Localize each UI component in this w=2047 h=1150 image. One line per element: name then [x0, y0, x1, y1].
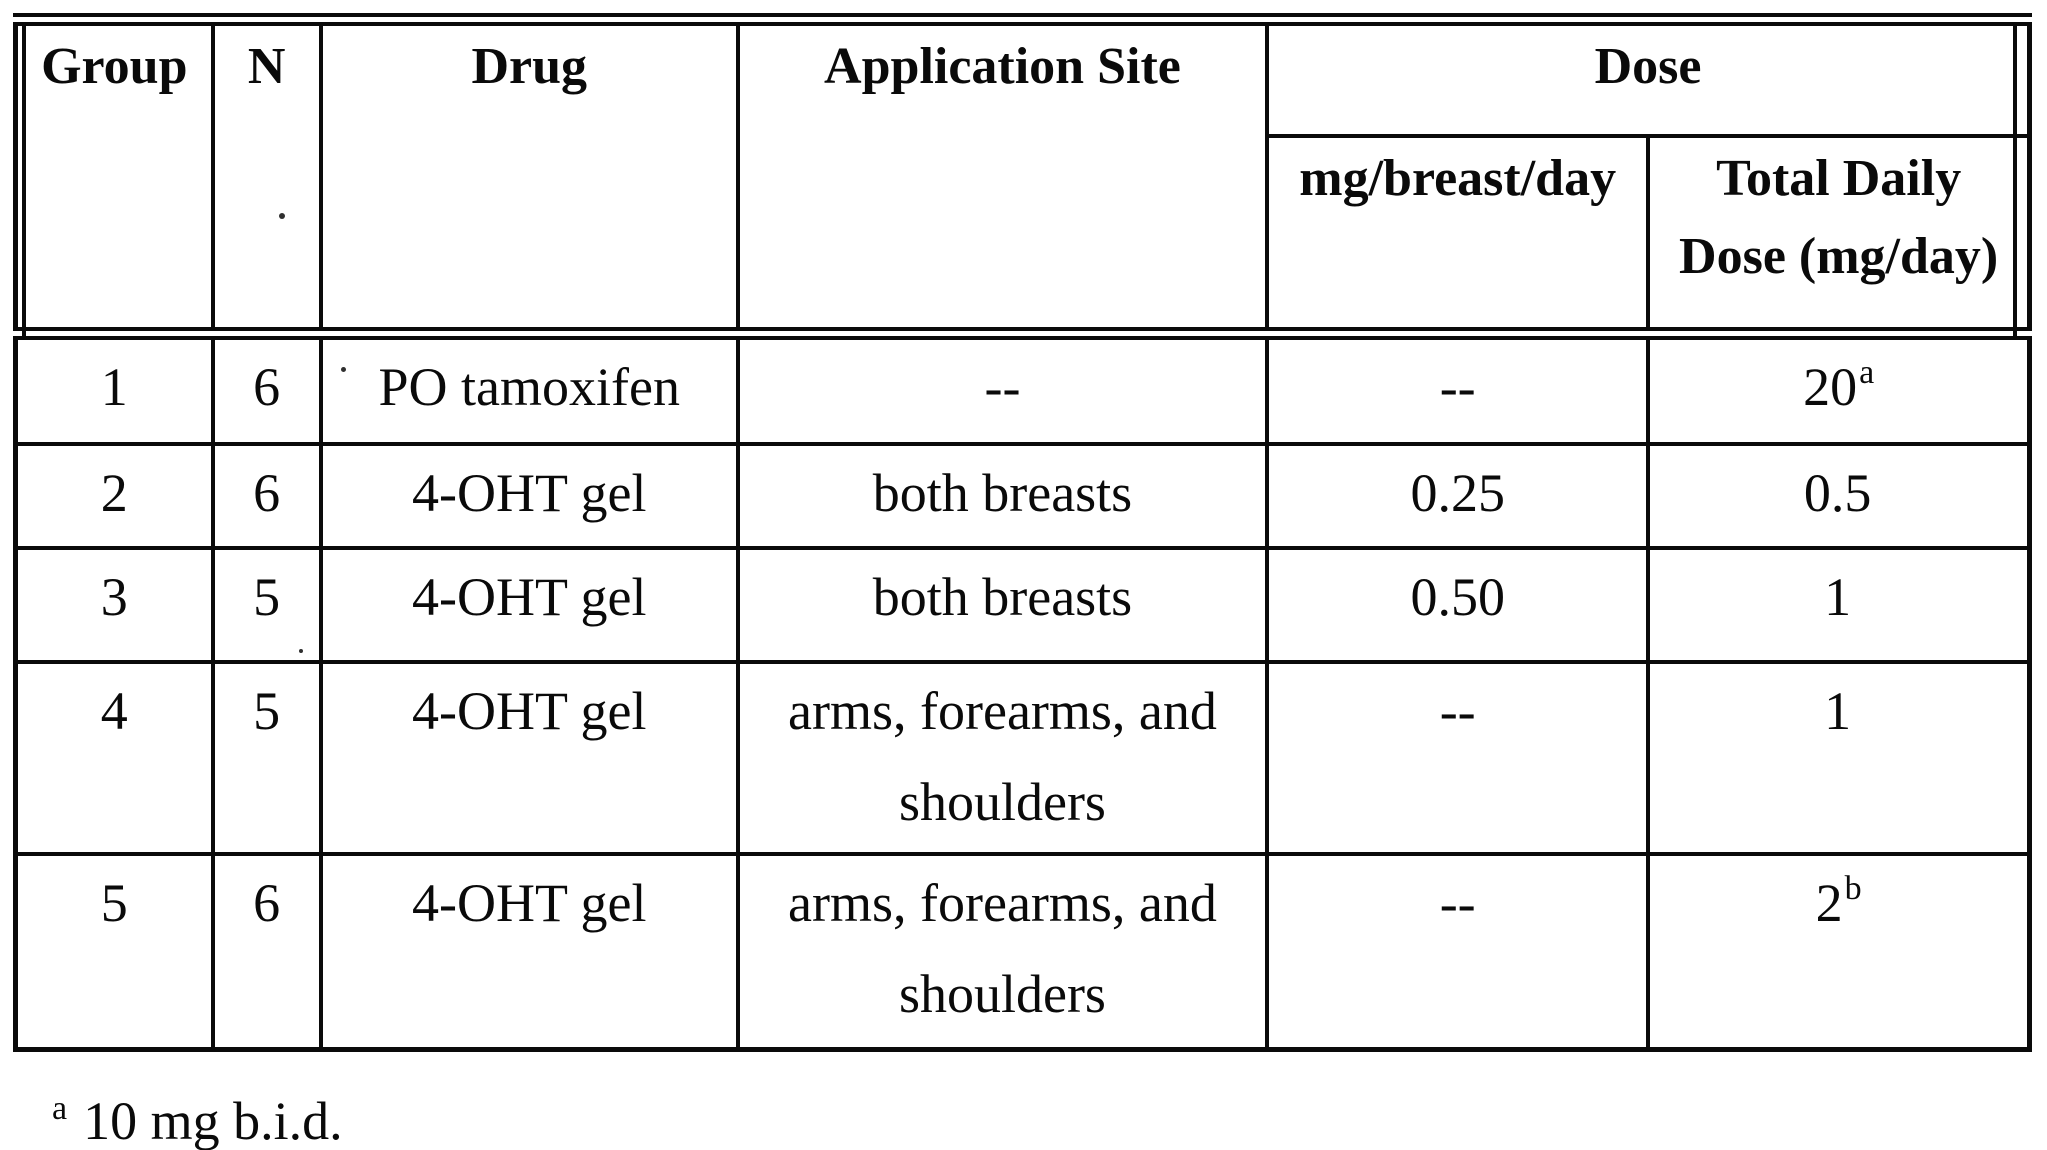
cell-group: 5	[13, 851, 215, 1052]
table-row-group-4: 4 5 4-OHT gel arms, forearms, and should…	[13, 659, 2032, 856]
footnote-marker-b: b	[1844, 869, 1862, 907]
column-header-n: N	[210, 17, 323, 340]
footnote-a-text: 10 mg b.i.d.	[83, 1091, 343, 1150]
cell-drug: 4-OHT gel	[318, 851, 740, 1052]
column-header-mg-breast-day: mg/breast/day	[1265, 133, 1651, 340]
scan-speck	[299, 649, 303, 653]
dose-value: 20	[1803, 357, 1858, 417]
column-header-total-daily-dose: Total Daily Dose (mg/day)	[1646, 133, 2032, 340]
cell-drug: 4-OHT gel	[318, 659, 740, 856]
cell-total-daily-dose: 0.5	[1646, 441, 2032, 550]
table-row-group-2: 2 6 4-OHT gel both breasts 0.25 0.5	[13, 441, 2032, 550]
cell-total-daily-dose: 1	[1646, 545, 2032, 664]
cell-n: 5	[210, 659, 323, 856]
cell-application-site: both breasts	[735, 441, 1270, 550]
header-double-border-right	[2013, 25, 2017, 340]
table-row-group-1: 1 6 PO tamoxifen -- -- 20a	[13, 331, 2032, 446]
cell-drug: 4-OHT gel	[318, 545, 740, 664]
cell-total-daily-dose: 2b	[1646, 851, 2032, 1052]
header-double-border-left	[22, 25, 26, 340]
cell-mg-breast-day: 0.25	[1265, 441, 1651, 550]
cell-total-daily-dose: 1	[1646, 659, 2032, 856]
cell-application-site: arms, forearms, and shoulders	[735, 851, 1270, 1052]
cell-group: 4	[13, 659, 215, 856]
column-header-drug: Drug	[318, 17, 740, 340]
cell-n: 5	[210, 545, 323, 664]
total-daily-dose-line1: Total Daily	[1716, 149, 1962, 207]
cell-group: 3	[13, 545, 215, 664]
cell-application-site: --	[735, 331, 1270, 446]
cell-drug: 4-OHT gel	[318, 441, 740, 550]
column-header-group: Group	[13, 17, 215, 340]
cell-mg-breast-day: --	[1265, 331, 1651, 446]
header-row-2: mg/breast/day Total Daily Dose (mg/day)	[16, 133, 2032, 340]
dose-value: 0.5	[1803, 462, 1872, 523]
cell-group: 1	[13, 331, 215, 446]
dose-value: 1	[1824, 566, 1852, 627]
cell-mg-breast-day: --	[1265, 659, 1651, 856]
dosing-regimen-table: Group N Drug Application Site Dose mg/br…	[13, 13, 2032, 1052]
cell-application-site: arms, forearms, and shoulders	[735, 659, 1270, 856]
dose-value: 1	[1824, 680, 1852, 741]
cell-n: 6	[210, 441, 323, 550]
header-row-1: Group N Drug Application Site Dose	[13, 17, 2032, 340]
cell-application-site: both breasts	[735, 545, 1270, 664]
dose-value: 2	[1815, 872, 1843, 933]
footnote-a: a 10 mg b.i.d.	[52, 1090, 343, 1150]
table-row-group-3: 3 5 4-OHT gel both breasts 0.50 1	[13, 545, 2032, 664]
cell-total-daily-dose: 20a	[1646, 331, 2032, 446]
scan-speck	[279, 213, 285, 219]
cell-n: 6	[210, 331, 323, 446]
footnote-a-marker: a	[52, 1090, 68, 1127]
footnote-marker-a: a	[1859, 354, 1875, 391]
table-row-group-5: 5 6 4-OHT gel arms, forearms, and should…	[13, 851, 2032, 1052]
column-header-dose: Dose	[1265, 17, 2032, 138]
cell-mg-breast-day: --	[1265, 851, 1651, 1052]
column-header-application-site: Application Site	[735, 17, 1270, 340]
scan-speck	[341, 367, 346, 372]
cell-n: 6	[210, 851, 323, 1052]
cell-drug: PO tamoxifen	[318, 331, 740, 446]
cell-mg-breast-day: 0.50	[1265, 545, 1651, 664]
total-daily-dose-line2: Dose (mg/day)	[1679, 227, 1999, 285]
cell-group: 2	[13, 441, 215, 550]
